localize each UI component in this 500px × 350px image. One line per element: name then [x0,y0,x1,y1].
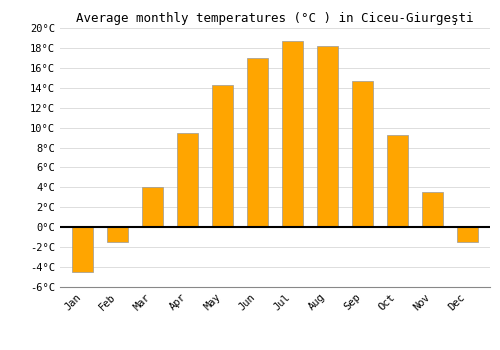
Title: Average monthly temperatures (°C ) in Ciceu-Giurgeşti: Average monthly temperatures (°C ) in Ci… [76,13,474,26]
Bar [177,133,198,227]
Bar [282,41,303,227]
Bar [422,193,443,227]
Bar [247,58,268,227]
Bar [212,85,233,227]
Bar [387,135,408,227]
Bar [317,46,338,227]
Bar [72,227,93,272]
Bar [107,227,128,242]
Bar [142,187,163,227]
Bar [457,227,478,242]
Bar [352,81,373,227]
